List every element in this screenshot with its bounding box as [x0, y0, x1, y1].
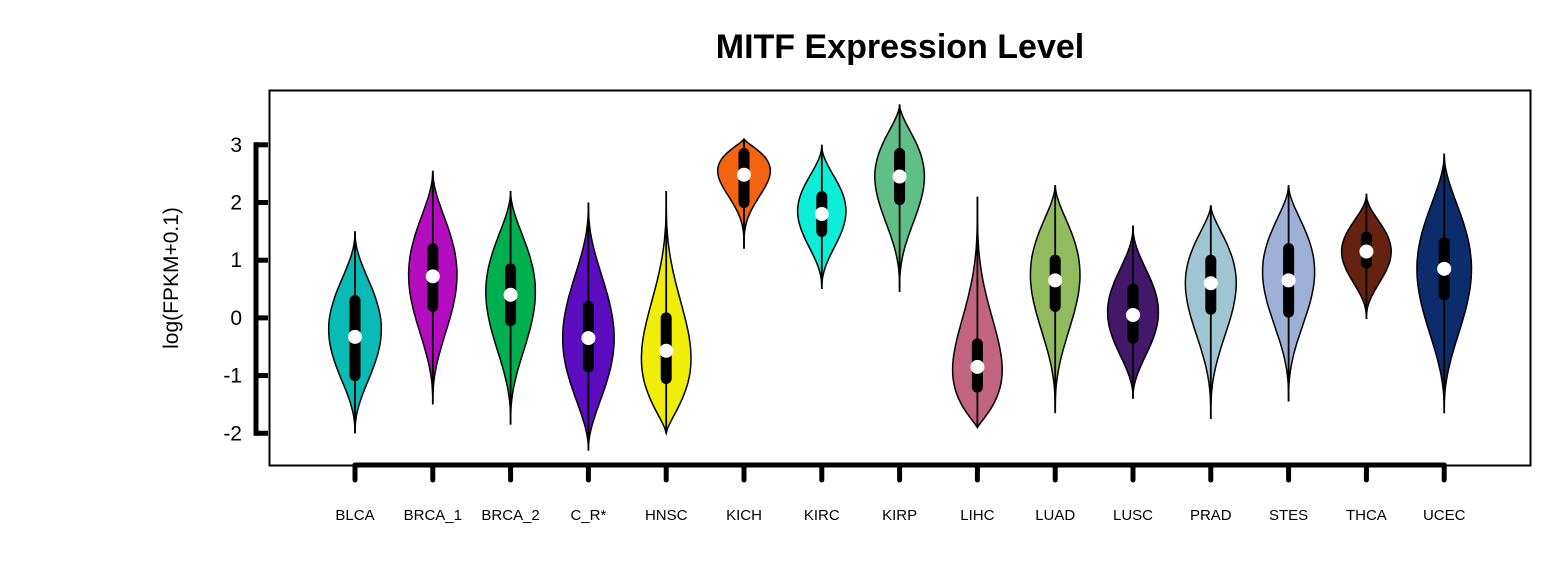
median-point — [1048, 273, 1063, 288]
median-point — [348, 329, 362, 344]
x-axis: BLCA BRCA_1 BRCA_2 C_R* HNSC KICH KIRC KIRP LIHC… — [335, 462, 1466, 524]
x-tick-label: BRCA_2 — [481, 507, 539, 524]
x-tick-label: LUAD — [1035, 507, 1075, 524]
x-tick-label: STES — [1269, 507, 1308, 524]
chart-title: MITF Expression Level — [716, 28, 1084, 66]
x-tick-label: LUSC — [1113, 507, 1153, 524]
median-point — [970, 359, 985, 374]
x-tick-label: UCEC — [1423, 507, 1466, 524]
x-tick-label: LIHC — [960, 507, 994, 524]
median-point — [737, 167, 751, 182]
y-axis-label: log(FPKM+0.1) — [160, 207, 183, 349]
x-tick-label: KIRP — [882, 507, 917, 524]
y-axis: -2 -1 0 1 2 3 — [223, 134, 268, 445]
y-tick-label: -1 — [223, 365, 242, 388]
x-tick-label: BRCA_1 — [404, 507, 462, 524]
median-point — [1126, 308, 1140, 322]
median-point — [425, 269, 440, 284]
y-tick-label: 3 — [230, 134, 242, 157]
median-point — [1359, 244, 1374, 259]
median-point — [581, 331, 596, 346]
x-tick-label: PRAD — [1190, 507, 1232, 524]
median-point — [1437, 261, 1452, 276]
median-point — [659, 343, 674, 358]
x-tick-label: THCA — [1346, 507, 1387, 524]
x-tick-label: KIRC — [804, 507, 840, 524]
median-point — [1203, 276, 1218, 291]
median-point — [503, 287, 518, 302]
x-tick-label: C_R* — [570, 507, 606, 524]
y-tick-label: -2 — [223, 422, 242, 445]
y-tick-label: 0 — [230, 307, 242, 330]
x-tick-label: BLCA — [335, 507, 374, 524]
x-tick-label: KICH — [726, 507, 762, 524]
median-point — [1281, 273, 1296, 288]
x-tick-label: HNSC — [645, 507, 688, 524]
violins — [327, 104, 1473, 451]
median-point — [892, 169, 907, 184]
y-tick-label: 2 — [230, 192, 242, 215]
y-tick-label: 1 — [230, 249, 242, 272]
median-point — [814, 207, 829, 222]
